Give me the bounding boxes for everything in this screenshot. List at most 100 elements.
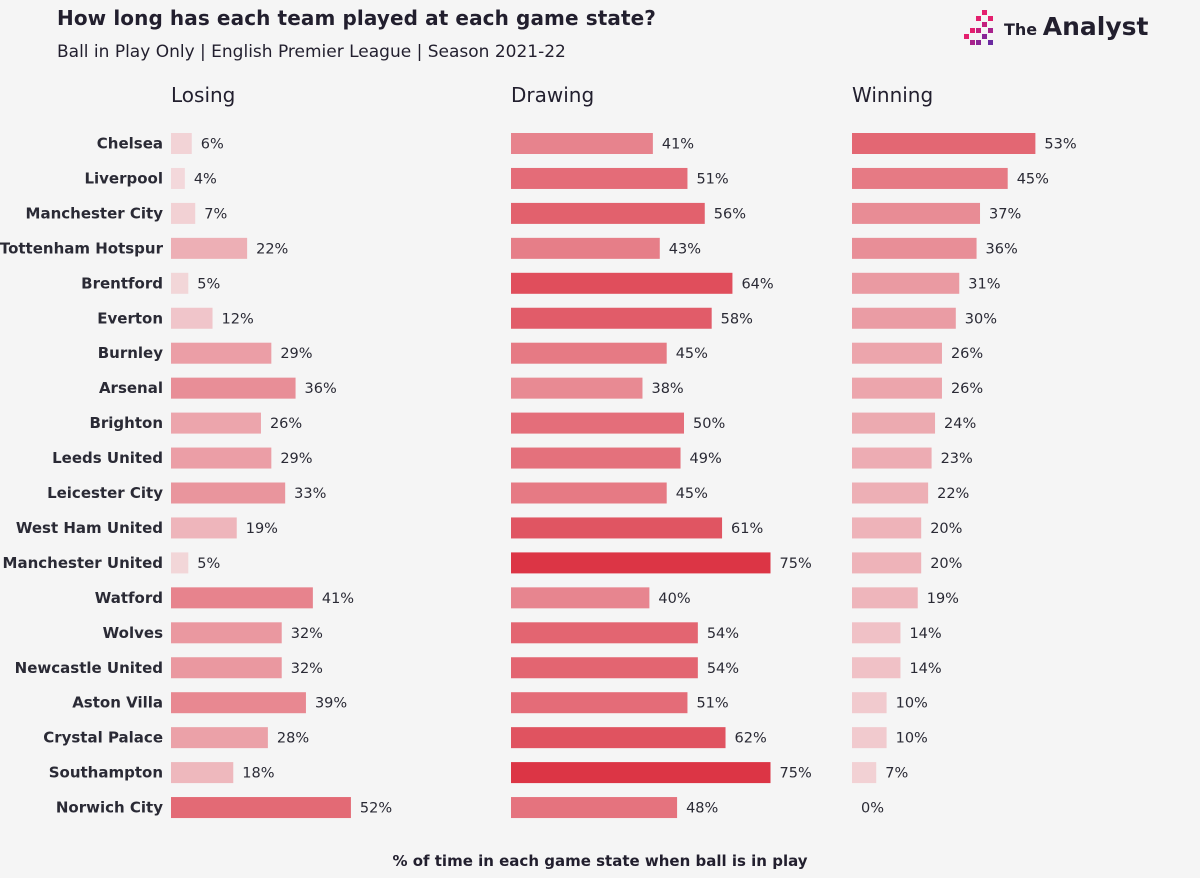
team-label: Aston Villa (72, 694, 163, 712)
logo-name: Analyst (1042, 12, 1149, 41)
value-label: 32% (291, 661, 323, 677)
bar-drawing (511, 342, 667, 364)
value-label: 12% (222, 311, 254, 327)
bar-drawing (511, 377, 643, 399)
bar-drawing (511, 447, 681, 469)
team-label: Southampton (49, 764, 163, 782)
value-label: 50% (693, 416, 725, 432)
bar-drawing (511, 517, 723, 539)
bar-drawing (511, 727, 726, 749)
bar-losing (171, 272, 189, 294)
bar-winning (852, 587, 918, 609)
team-label: Newcastle United (15, 659, 163, 677)
bar-losing (171, 202, 196, 224)
bar-drawing (511, 482, 667, 504)
bar-winning (852, 307, 956, 329)
value-label: 41% (662, 137, 694, 153)
value-label: 7% (885, 766, 908, 782)
value-label: 61% (731, 521, 763, 537)
bar-losing (171, 587, 313, 609)
bar-drawing (511, 587, 650, 609)
bar-drawing (511, 412, 684, 434)
value-label: 19% (927, 591, 959, 607)
value-label: 40% (658, 591, 690, 607)
value-label: 75% (780, 766, 812, 782)
value-label: 52% (360, 801, 392, 817)
value-label: 45% (676, 346, 708, 362)
team-label: Burnley (98, 344, 164, 362)
bar-winning (852, 762, 877, 784)
value-label: 37% (989, 206, 1021, 222)
value-label: 75% (780, 556, 812, 572)
analyst-logo-icon (964, 10, 993, 45)
value-label: 5% (197, 276, 220, 292)
bar-drawing (511, 133, 653, 154)
value-label: 33% (294, 486, 326, 502)
team-label: Norwich City (56, 799, 163, 817)
bar-drawing (511, 167, 688, 189)
bar-winning (852, 377, 942, 399)
team-label: Manchester United (3, 554, 163, 572)
bar-losing (171, 342, 272, 364)
value-label: 41% (322, 591, 354, 607)
team-label: Leicester City (47, 484, 163, 502)
bar-drawing (511, 237, 660, 259)
bar-losing (171, 727, 268, 749)
value-label: 28% (277, 731, 309, 747)
team-label: Crystal Palace (43, 729, 163, 747)
bar-winning (852, 482, 929, 504)
value-label: 20% (930, 556, 962, 572)
value-label: 26% (270, 416, 302, 432)
value-label: 26% (951, 346, 983, 362)
column-heading-winning: Winning (852, 83, 934, 107)
value-label: 36% (305, 381, 337, 397)
value-label: 6% (201, 137, 224, 153)
value-label: 26% (951, 381, 983, 397)
value-label: 0% (861, 801, 884, 817)
value-label: 18% (242, 766, 274, 782)
bar-losing (171, 552, 189, 574)
bar-winning (852, 342, 942, 364)
team-label: West Ham United (16, 519, 163, 537)
value-label: 54% (707, 626, 739, 642)
team-label: Tottenham Hotspur (0, 239, 164, 257)
team-label: Brighton (89, 414, 163, 432)
bar-winning (852, 202, 981, 224)
value-label: 51% (696, 696, 728, 712)
value-label: 14% (909, 626, 941, 642)
value-label: 45% (1017, 171, 1049, 187)
value-label: 22% (937, 486, 969, 502)
bar-winning (852, 272, 960, 294)
bar-winning (852, 727, 887, 749)
bar-losing (171, 307, 213, 329)
bar-losing (171, 657, 282, 679)
bar-losing (171, 412, 261, 434)
value-label: 36% (986, 241, 1018, 257)
value-label: 54% (707, 661, 739, 677)
bar-winning (852, 237, 977, 259)
value-label: 56% (714, 206, 746, 222)
bar-drawing (511, 202, 705, 224)
value-label: 10% (896, 731, 928, 747)
bar-losing (171, 447, 272, 469)
bar-losing (171, 797, 351, 819)
value-label: 48% (686, 801, 718, 817)
value-label: 58% (721, 311, 753, 327)
chart-title: How long has each team played at each ga… (57, 6, 657, 30)
team-label: Manchester City (26, 204, 164, 222)
bar-drawing (511, 657, 698, 679)
bar-winning (852, 447, 932, 469)
value-label: 43% (669, 241, 701, 257)
bar-winning (852, 167, 1008, 189)
bar-losing (171, 692, 306, 714)
value-label: 4% (194, 171, 217, 187)
team-label: Leeds United (52, 449, 163, 467)
value-label: 22% (256, 241, 288, 257)
value-label: 31% (968, 276, 1000, 292)
value-label: 53% (1044, 137, 1076, 153)
value-label: 14% (909, 661, 941, 677)
bar-drawing (511, 692, 688, 714)
bar-winning (852, 692, 887, 714)
value-label: 39% (315, 696, 347, 712)
